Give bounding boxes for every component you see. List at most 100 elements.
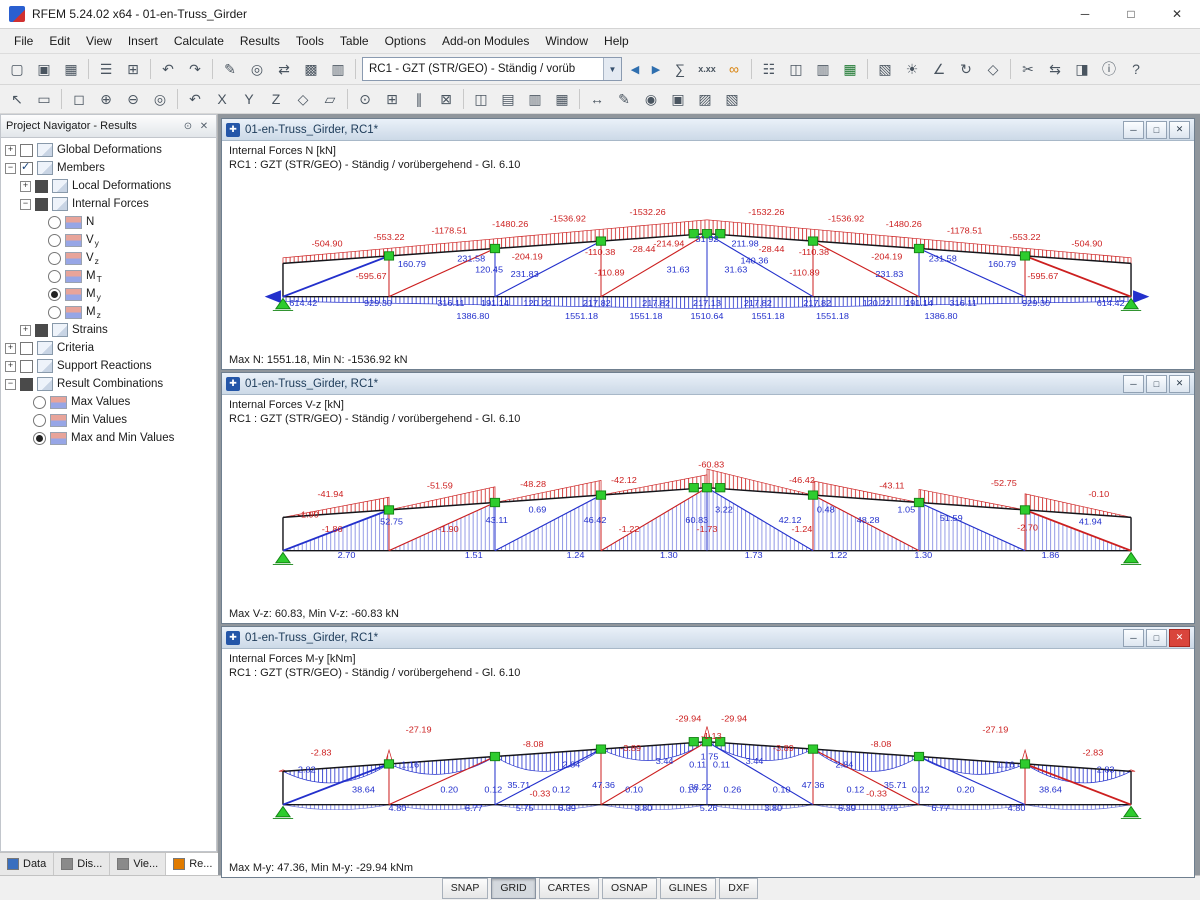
- plane-xz-button[interactable]: ▦: [549, 86, 575, 112]
- tree-item-n[interactable]: N: [1, 213, 216, 231]
- child-window-vz[interactable]: ✚ 01-en-Truss_Girder, RC1* ─ □ ✕ Interna…: [221, 372, 1195, 624]
- child-title-bar-n[interactable]: ✚ 01-en-Truss_Girder, RC1* ─ □ ✕: [222, 119, 1194, 141]
- select-button[interactable]: ↖: [4, 86, 30, 112]
- select-box-button[interactable]: ▭: [31, 86, 57, 112]
- rotate-view-button[interactable]: ↻: [953, 56, 979, 82]
- undo-button[interactable]: ↶: [155, 56, 181, 82]
- child-minimize-button[interactable]: ─: [1123, 374, 1144, 393]
- panel-tab-dis[interactable]: Dis...: [54, 853, 111, 875]
- object-snap-button[interactable]: ⊠: [433, 86, 459, 112]
- radio-icon[interactable]: [48, 305, 61, 319]
- view-isometric2-button[interactable]: ◇: [290, 86, 316, 112]
- perspective-button[interactable]: ▱: [317, 86, 343, 112]
- status-toggle-glines[interactable]: GLINES: [659, 877, 717, 899]
- zoom-window-button[interactable]: ◻: [66, 86, 92, 112]
- checkbox-icon[interactable]: [20, 143, 33, 157]
- save-button[interactable]: ▦: [58, 56, 84, 82]
- copy-button[interactable]: ⊞: [120, 56, 146, 82]
- tree-item-max-values[interactable]: Max Values: [1, 393, 216, 411]
- menu-tools[interactable]: Tools: [295, 34, 324, 48]
- dimensions-button[interactable]: ↔: [584, 86, 610, 112]
- menu-view[interactable]: View: [86, 34, 112, 48]
- results-table-button[interactable]: ▥: [325, 56, 351, 82]
- previous-view-button[interactable]: ↶: [182, 86, 208, 112]
- view-z-button[interactable]: Z: [263, 86, 289, 112]
- child-window-my[interactable]: ✚ 01-en-Truss_Girder, RC1* ─ □ ✕ Interna…: [221, 626, 1195, 878]
- tree-item-internal-forces[interactable]: − Internal Forces: [1, 195, 216, 213]
- child-title-bar-my[interactable]: ✚ 01-en-Truss_Girder, RC1* ─ □ ✕: [222, 627, 1194, 649]
- load-case-combobox[interactable]: RC1 - GZT (STR/GEO) - Ständig / vorüb ▼: [362, 57, 622, 81]
- export-excel-button[interactable]: ▦: [837, 56, 863, 82]
- checkbox-icon[interactable]: [20, 359, 33, 373]
- checkbox-icon[interactable]: [35, 179, 48, 193]
- panels-button[interactable]: ◨: [1069, 56, 1095, 82]
- tree-item-global-deformations[interactable]: + Global Deformations: [1, 141, 216, 159]
- radio-icon[interactable]: [48, 233, 61, 247]
- loads-button[interactable]: ▩: [298, 56, 324, 82]
- radio-icon[interactable]: [48, 251, 61, 265]
- move-mode-button[interactable]: ⇄: [271, 56, 297, 82]
- panel-tab-re[interactable]: Re...: [166, 853, 221, 875]
- zoom-all-button[interactable]: ◎: [147, 86, 173, 112]
- zoom-out-button[interactable]: ⊖: [120, 86, 146, 112]
- colors-button[interactable]: ▧: [719, 86, 745, 112]
- plane-xy-button[interactable]: ▤: [495, 86, 521, 112]
- status-toggle-cartes[interactable]: CARTES: [538, 877, 599, 899]
- visibility-button[interactable]: ◉: [638, 86, 664, 112]
- swap-button[interactable]: ⇆: [1042, 56, 1068, 82]
- redo-button[interactable]: ↷: [182, 56, 208, 82]
- status-toggle-dxf[interactable]: DXF: [719, 877, 759, 899]
- display-props-button[interactable]: ▨: [692, 86, 718, 112]
- checkbox-icon[interactable]: [20, 341, 33, 355]
- zoom-in-button[interactable]: ⊕: [93, 86, 119, 112]
- clipping-button[interactable]: ▣: [665, 86, 691, 112]
- expander-plus-icon[interactable]: +: [20, 180, 31, 192]
- expander-minus-icon[interactable]: −: [20, 198, 31, 210]
- expander-minus-icon[interactable]: −: [5, 378, 16, 390]
- expander-plus-icon[interactable]: +: [5, 144, 16, 156]
- combobox-dropdown-icon[interactable]: ▼: [603, 58, 621, 80]
- zoom-mode-button[interactable]: ◎: [244, 56, 270, 82]
- grid-toggle-button[interactable]: ⊞: [379, 86, 405, 112]
- light-button[interactable]: ☀: [899, 56, 925, 82]
- child-minimize-button[interactable]: ─: [1123, 120, 1144, 139]
- snap-toggle-button[interactable]: ⊙: [352, 86, 378, 112]
- panel-tab-data[interactable]: Data: [0, 853, 55, 875]
- child-maximize-button[interactable]: □: [1146, 120, 1167, 139]
- tree-item-strains[interactable]: + Strains: [1, 321, 216, 339]
- previous-load-case-button[interactable]: ◀: [630, 63, 640, 76]
- checkbox-icon[interactable]: [20, 160, 33, 175]
- tree-item-members[interactable]: − Members: [1, 159, 216, 177]
- radio-icon[interactable]: [33, 431, 46, 445]
- angle-button[interactable]: ∠: [926, 56, 952, 82]
- radio-icon[interactable]: [48, 215, 61, 229]
- expander-minus-icon[interactable]: −: [5, 162, 16, 174]
- plane-yz-button[interactable]: ▥: [522, 86, 548, 112]
- menu-file[interactable]: File: [14, 34, 34, 48]
- child-maximize-button[interactable]: □: [1146, 628, 1167, 647]
- status-toggle-snap[interactable]: SNAP: [441, 877, 489, 899]
- tables-button[interactable]: ▥: [810, 56, 836, 82]
- menu-calculate[interactable]: Calculate: [173, 34, 224, 48]
- menu-table[interactable]: Table: [339, 34, 369, 48]
- child-close-button[interactable]: ✕: [1169, 374, 1190, 393]
- guidelines-button[interactable]: ∥: [406, 86, 432, 112]
- menu-insert[interactable]: Insert: [127, 34, 158, 48]
- child-close-button[interactable]: ✕: [1169, 120, 1190, 139]
- menu-window[interactable]: Window: [545, 34, 589, 48]
- comments-button[interactable]: ✎: [611, 86, 637, 112]
- expander-plus-icon[interactable]: +: [5, 360, 16, 372]
- status-toggle-osnap[interactable]: OSNAP: [601, 877, 657, 899]
- cut-button[interactable]: ✂: [1015, 56, 1041, 82]
- new-button[interactable]: ▢: [4, 56, 30, 82]
- open-button[interactable]: ▣: [31, 56, 57, 82]
- menu-add-on-modules[interactable]: Add-on Modules: [441, 34, 530, 48]
- checkbox-icon[interactable]: [35, 323, 48, 337]
- checkbox-icon[interactable]: [35, 197, 48, 211]
- results-display-button[interactable]: ∞: [721, 56, 747, 82]
- menu-options[interactable]: Options: [384, 34, 426, 48]
